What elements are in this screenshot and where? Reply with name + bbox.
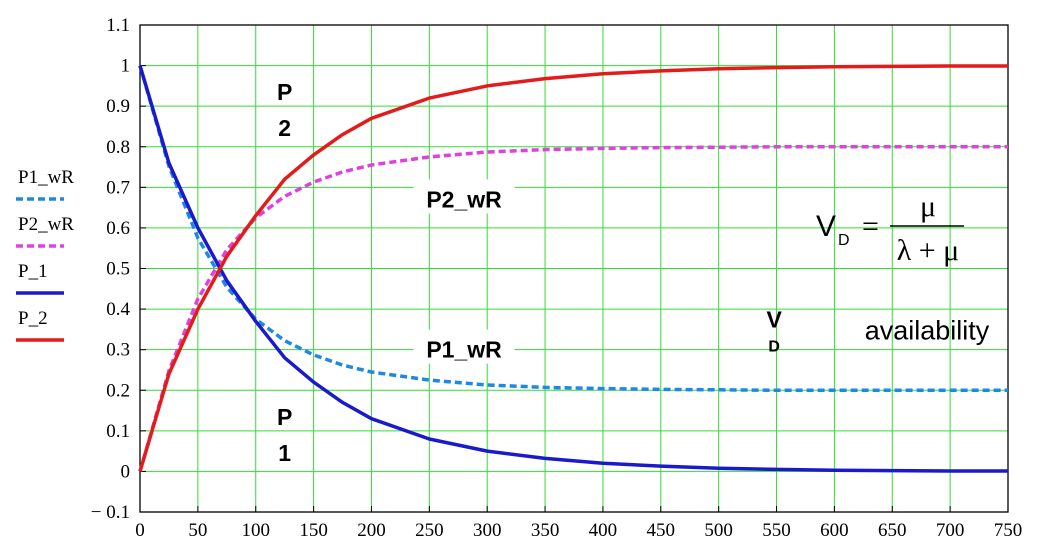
annotation-p2-wr: P2_wR <box>426 187 502 213</box>
y-tick-label: 0.5 <box>106 259 130 280</box>
x-tick-label: 600 <box>820 520 849 541</box>
formula-lhs-sub: D <box>838 232 850 249</box>
x-tick-label: 0 <box>135 520 145 541</box>
annotation-p2: P <box>277 79 292 105</box>
x-tick-label: 150 <box>299 520 328 541</box>
annotation-vd-sub: D <box>768 338 780 355</box>
x-tick-label: 350 <box>531 520 560 541</box>
legend-label-p1-wr: P1_wR <box>18 167 74 188</box>
grid <box>140 25 1008 512</box>
annotation-vd: V <box>767 306 783 332</box>
axes <box>139 24 1009 513</box>
series-line-p-2 <box>138 64 1008 472</box>
x-tick-label: 500 <box>704 520 733 541</box>
y-tick-label: 0 <box>121 461 131 482</box>
annotation-p1: P <box>277 404 292 430</box>
annotation-bg <box>413 329 515 364</box>
legend-label-p2-wr: P2_wR <box>18 214 74 235</box>
formula-numerator: μ <box>920 190 936 223</box>
y-tick-label: 0.9 <box>106 96 130 117</box>
legend-label-p-1: P_1 <box>18 261 48 282</box>
annotation-p1-sub: 1 <box>278 440 291 466</box>
formula-equals: = <box>862 210 879 243</box>
y-tick-label: 0.4 <box>106 299 130 320</box>
legend: P1_wR P2_wR P_1 P_2 <box>16 167 74 342</box>
y-tick-label: 0.1 <box>106 421 130 442</box>
formula-lhs: V <box>816 210 836 243</box>
annotation-p2-sub: 2 <box>278 115 291 141</box>
series-line-p1-wr <box>138 65 1008 393</box>
x-tick-label: 250 <box>415 520 444 541</box>
x-tick-label: 750 <box>994 520 1023 541</box>
y-tick-label: − 0.1 <box>91 502 130 523</box>
y-tick-label: 0.3 <box>106 340 130 361</box>
series-group <box>138 64 1008 473</box>
x-tick-label: 200 <box>357 520 386 541</box>
annotation-availability: availability <box>865 315 990 345</box>
y-tick-label: 1.1 <box>106 15 130 36</box>
x-tick-label: 700 <box>936 520 965 541</box>
availability-formula: V D = μ λ + μ <box>816 190 964 267</box>
x-tick-label: 400 <box>589 520 618 541</box>
x-tick-label: 550 <box>762 520 791 541</box>
y-tick-label: 0.7 <box>106 177 130 198</box>
x-tick-label: 100 <box>241 520 270 541</box>
x-tick-label: 450 <box>647 520 676 541</box>
series-line-p2-wr <box>138 145 1008 472</box>
y-tick-label: 0.2 <box>106 380 130 401</box>
formula-denominator: λ + μ <box>897 234 960 267</box>
x-tick-label: 50 <box>188 520 207 541</box>
tick-labels: 0 50 100 150 200 250 300 350 400 450 500 550 600 650 7… <box>91 15 1022 541</box>
x-tick-label: 300 <box>473 520 502 541</box>
annotation-bg <box>413 179 515 214</box>
y-tick-label: 0.6 <box>106 218 130 239</box>
y-tick-label: 0.8 <box>106 137 130 158</box>
x-tick-label: 650 <box>878 520 907 541</box>
series-line-p-1 <box>138 65 1008 473</box>
y-tick-label: 1 <box>121 56 131 77</box>
legend-label-p-2: P_2 <box>18 308 48 329</box>
annotation-p1-wr: P1_wR <box>426 337 502 363</box>
